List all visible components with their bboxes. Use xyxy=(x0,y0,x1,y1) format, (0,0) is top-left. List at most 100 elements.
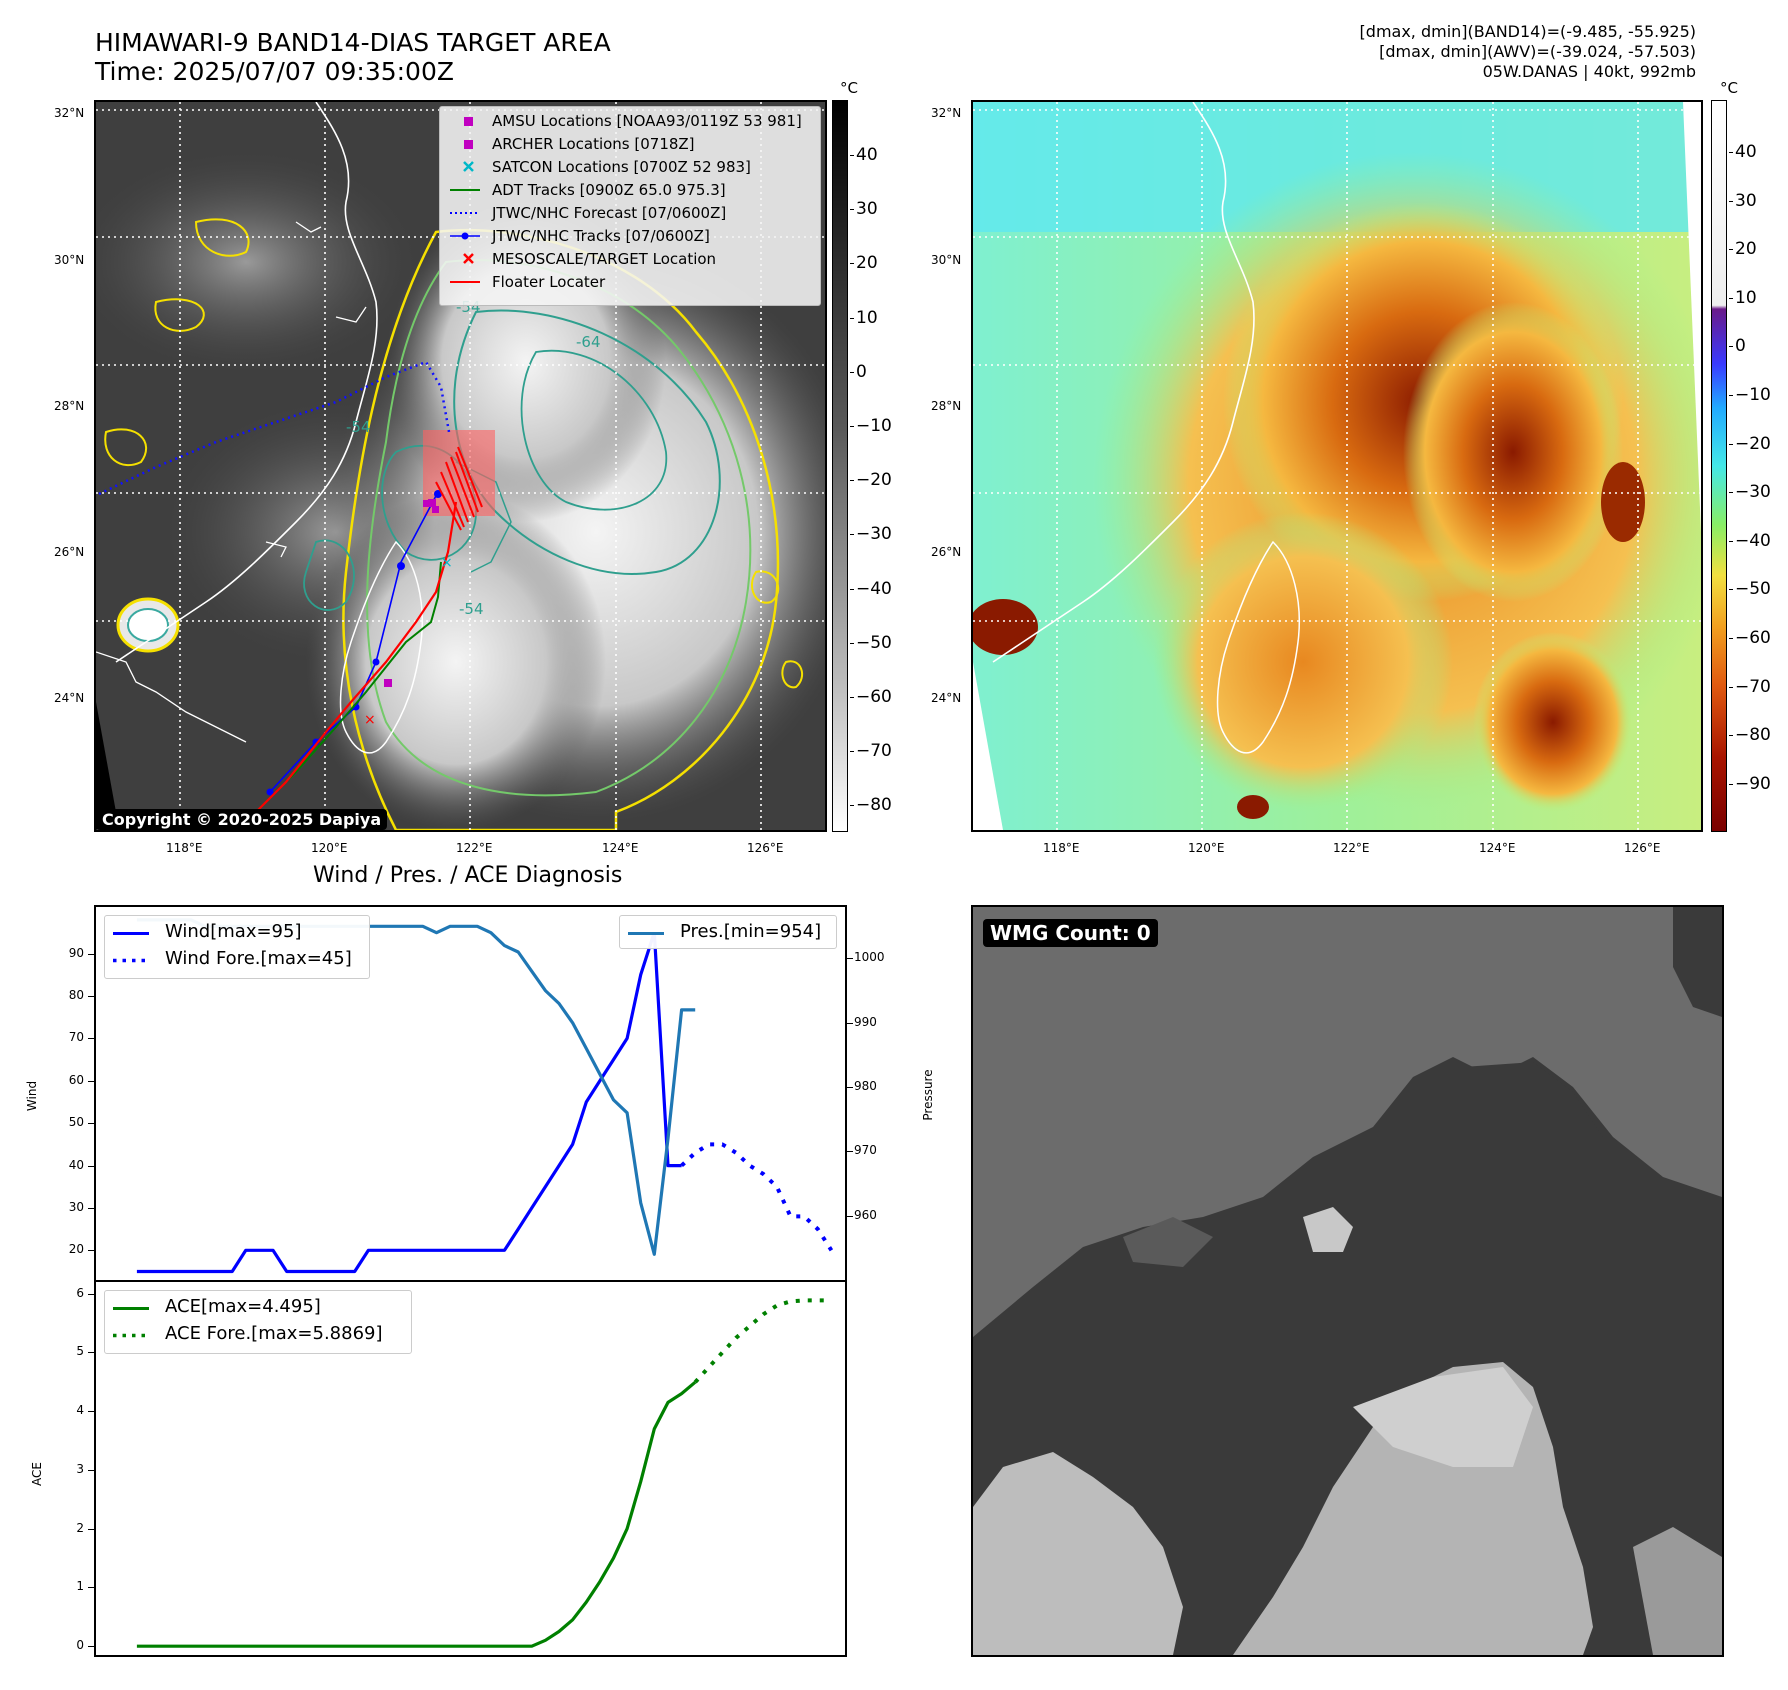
wind-right-tick-mark xyxy=(847,1022,853,1024)
ir-colorbar-tick: 20 xyxy=(856,253,878,274)
awv-lon-label: 120°E xyxy=(1188,841,1225,855)
ir-lat-label: 24°N xyxy=(54,691,85,705)
ir-colorbar-tick-mark xyxy=(850,588,854,590)
wind-right-tick: 990 xyxy=(854,1014,877,1029)
figure-title: HIMAWARI-9 BAND14-DIAS TARGET AREA xyxy=(95,28,611,57)
ir-colorbar-tick-mark xyxy=(850,697,854,698)
ace-chart[interactable]: ACE[max=4.495] ACE Fore.[max=5.8869] xyxy=(94,1280,847,1657)
ir-lat-label: 32°N xyxy=(54,106,85,120)
awv-colorbar-tick: −80 xyxy=(1735,725,1771,746)
awv-colorbar-tick: −50 xyxy=(1735,579,1771,600)
awv-map-panel[interactable] xyxy=(971,100,1703,832)
awv-colorbar-tick-mark xyxy=(1729,783,1733,785)
ir-colorbar-tick-mark xyxy=(850,317,854,319)
awv-lat-label: 32°N xyxy=(931,106,962,120)
ace-plot xyxy=(136,1298,832,1648)
awv-colorbar-tick: 20 xyxy=(1735,239,1757,260)
ir-colorbar-tick: −40 xyxy=(856,578,892,599)
wind-left-tick: 50 xyxy=(68,1115,84,1130)
ir-colorbar-tick-mark xyxy=(850,155,854,156)
info-storm: 05W.DANAS | 40kt, 992mb xyxy=(1482,62,1696,81)
awv-map-image xyxy=(973,102,1701,830)
ir-colorbar-tick: −70 xyxy=(856,741,892,762)
ace-left-tick-mark xyxy=(88,1646,94,1648)
ir-lat-label: 30°N xyxy=(54,253,85,267)
awv-colorbar-tick-mark xyxy=(1729,346,1733,348)
contour-label: -54 xyxy=(346,418,371,436)
info-awv: [dmax, dmin](AWV)=(-39.024, -57.503) xyxy=(1379,42,1696,61)
adt-track xyxy=(255,561,442,813)
awv-colorbar-tick: −90 xyxy=(1735,773,1771,794)
legend-wind: Wind[max=95] xyxy=(113,921,302,942)
wind-right-tick: 1000 xyxy=(854,950,885,965)
awv-colorbar-tick: −60 xyxy=(1735,628,1771,648)
legend-ace: ACE[max=4.495] xyxy=(113,1296,321,1317)
ir-colorbar-tick: 10 xyxy=(856,307,878,328)
awv-colorbar-tick-mark xyxy=(1729,540,1733,542)
wind-legend: Wind[max=95] Wind Fore.[max=45] xyxy=(104,915,370,979)
wind-left-tick: 30 xyxy=(68,1199,84,1214)
awv-colorbar-tick: −10 xyxy=(1735,385,1771,405)
wind-left-tick: 90 xyxy=(68,945,84,960)
wind-pressure-chart[interactable]: Wind[max=95] Wind Fore.[max=45] Pres.[mi… xyxy=(94,905,847,1282)
ace-left-tick: 5 xyxy=(76,1344,84,1359)
ir-lon-label: 118°E xyxy=(166,841,203,855)
ace-left-tick: 4 xyxy=(76,1403,84,1418)
awv-colorbar-tick-mark xyxy=(1729,638,1733,639)
awv-lon-label: 126°E xyxy=(1624,841,1661,855)
awv-colorbar-tick: −70 xyxy=(1735,676,1771,697)
amsu-location-marker xyxy=(384,679,392,687)
wmg-image xyxy=(973,907,1722,1655)
ir-colorbar-tick: −80 xyxy=(856,795,892,816)
wind-left-tick-mark xyxy=(88,953,94,955)
ir-colorbar-tick: −50 xyxy=(856,632,892,653)
ir-colorbar-tick: −10 xyxy=(856,416,892,436)
awv-colorbar-tick: 40 xyxy=(1735,142,1757,162)
awv-lat-label: 30°N xyxy=(931,253,962,267)
ace-left-tick-mark xyxy=(88,1411,94,1413)
wind-right-tick-mark xyxy=(847,1087,853,1089)
wind-right-tick-mark xyxy=(847,1151,853,1153)
info-band14: [dmax, dmin](BAND14)=(-9.485, -55.925) xyxy=(1359,22,1696,41)
awv-colorbar-unit: °C xyxy=(1720,79,1738,97)
awv-lat-label: 26°N xyxy=(931,545,962,559)
ace-series-line-1 xyxy=(693,1298,832,1384)
ir-colorbar-tick: 0 xyxy=(856,361,867,382)
ir-colorbar-unit: °C xyxy=(840,79,858,97)
awv-map-gridlines xyxy=(973,102,1701,830)
wind-series-line-0 xyxy=(136,931,656,1274)
ir-map-panel[interactable]: × × -54 -54 -54 -64 AMSU Locations [NOAA… xyxy=(94,100,827,832)
wind-series-line-2 xyxy=(680,1142,834,1252)
ace-left-tick-mark xyxy=(88,1352,94,1354)
awv-colorbar-tick-mark xyxy=(1729,395,1733,396)
wmg-panel[interactable]: WMG Count: 0 xyxy=(971,905,1724,1657)
pressure-legend: Pres.[min=954] xyxy=(619,915,837,949)
ir-colorbar-tick: −60 xyxy=(856,687,892,707)
awv-colorbar-tick: 0 xyxy=(1735,336,1746,357)
wind-left-tick-mark xyxy=(88,1250,94,1252)
legend-pressure: Pres.[min=954] xyxy=(628,921,822,942)
wind-left-tick-mark xyxy=(88,1123,94,1125)
awv-colorbar-tick-mark xyxy=(1729,686,1733,688)
awv-colorbar-tick: −20 xyxy=(1735,433,1771,454)
wind-left-tick-mark xyxy=(88,996,94,997)
ir-lat-label: 28°N xyxy=(54,399,85,413)
awv-colorbar-tick-mark xyxy=(1729,443,1733,445)
awv-colorbar-tick-mark xyxy=(1729,492,1733,494)
ace-axis-label: ACE xyxy=(30,1462,44,1486)
wind-left-tick-mark xyxy=(88,1165,94,1167)
ir-colorbar-tick-mark xyxy=(850,751,854,753)
awv-colorbar-tick-mark xyxy=(1729,200,1733,202)
ace-left-tick: 1 xyxy=(76,1579,84,1594)
ace-left-tick: 2 xyxy=(76,1520,84,1535)
legend-wind-forecast: Wind Fore.[max=45] xyxy=(113,948,352,969)
ace-left-tick-mark xyxy=(88,1469,94,1471)
ir-colorbar-tick: −30 xyxy=(856,524,892,545)
awv-lat-label: 28°N xyxy=(931,399,962,413)
ir-colorbar-tick: 40 xyxy=(856,145,878,165)
awv-colorbar-tick: −30 xyxy=(1735,482,1771,503)
ace-left-tick: 6 xyxy=(76,1285,84,1300)
wind-axis-label: Wind xyxy=(25,1080,39,1112)
ir-colorbar-tick-mark xyxy=(850,642,854,644)
wind-left-tick: 40 xyxy=(68,1157,84,1172)
